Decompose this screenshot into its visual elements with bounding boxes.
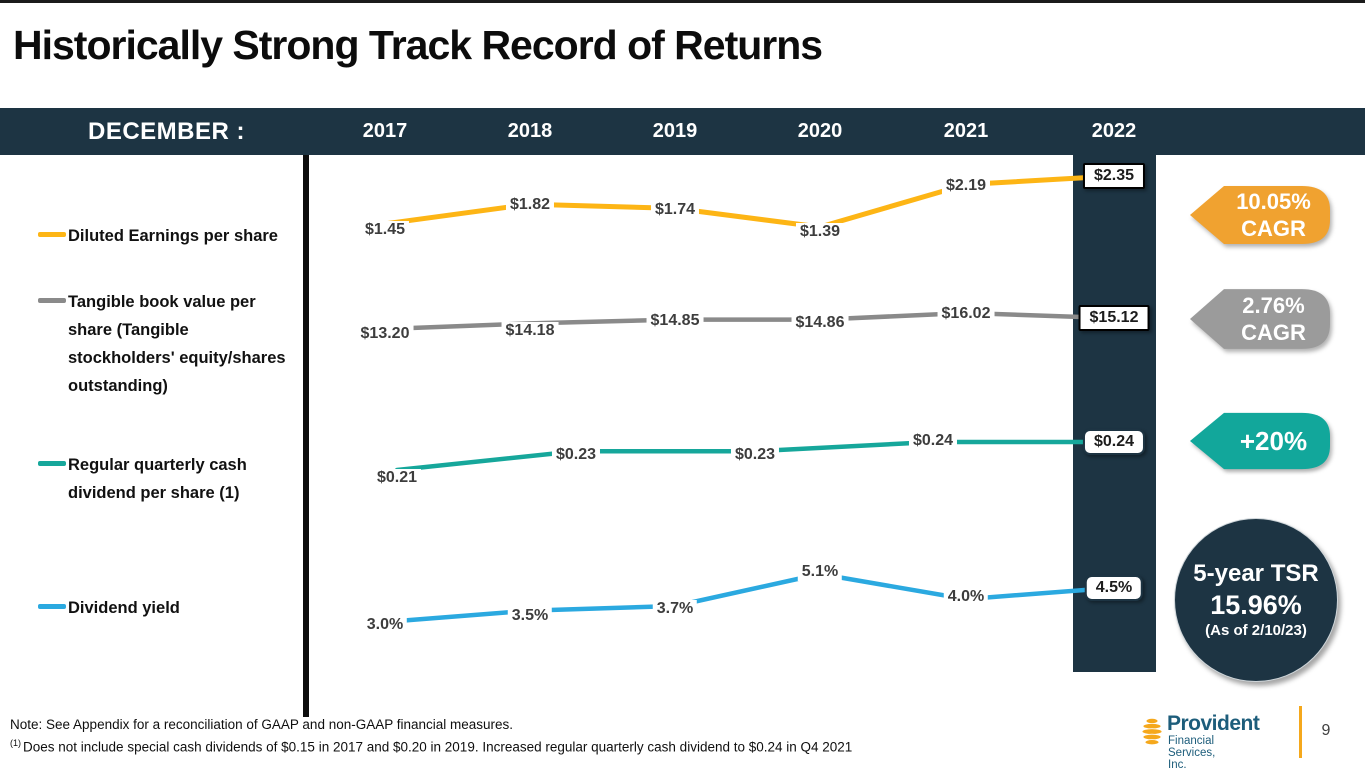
badge-label: 2.76% CAGR: [1241, 293, 1306, 345]
legend-dash-icon: [38, 461, 66, 466]
legend-item-1: Tangible book value per share (Tangible st…: [38, 288, 286, 400]
data-label: $14.86: [791, 313, 849, 332]
data-label-boxed: $0.24: [1082, 429, 1146, 455]
legend-item-0: Diluted Earnings per share: [38, 222, 278, 250]
data-label: 3.7%: [652, 600, 698, 618]
top-border-rule: [0, 0, 1365, 3]
tsr-asof-date: (As of 2/10/23): [1205, 622, 1307, 639]
series-line-1: [382, 310, 1117, 332]
year-label-2020: 2020: [797, 120, 843, 142]
data-label: 5.1%: [797, 563, 843, 581]
legend-item-3: Dividend yield: [38, 594, 180, 622]
data-label: $16.02: [937, 305, 995, 323]
badge-arrow-icon: [1190, 412, 1330, 470]
chart-axis-line: [303, 155, 309, 717]
data-label: $0.23: [551, 446, 601, 465]
logo-company-name: Provident: [1167, 712, 1260, 735]
data-label-boxed: 4.5%: [1084, 574, 1144, 601]
data-label: $0.23: [730, 446, 780, 465]
chart-header-bar: DECEMBER : 2017 2018 2019 2020 2021 2022: [0, 108, 1365, 155]
year-label-2018: 2018: [507, 120, 553, 142]
data-label: $14.18: [501, 322, 559, 341]
year-label-2017: 2017: [362, 120, 408, 142]
year-label-2019: 2019: [652, 120, 698, 142]
badge-arrow-icon: [1190, 186, 1330, 244]
legend-label: Diluted Earnings per share: [68, 227, 278, 245]
legend-label: Dividend yield: [68, 599, 180, 617]
data-label: 3.5%: [507, 606, 553, 625]
legend-item-2: Regular quarterly cash dividend per share…: [38, 451, 247, 507]
badge-label: 10.05% CAGR: [1236, 189, 1311, 241]
tsr-circle-badge: 5-year TSR 15.96% (As of 2/10/23): [1174, 518, 1338, 682]
data-label: $0.21: [372, 469, 422, 487]
legend-dash-icon: [38, 232, 66, 237]
series-line-3: [382, 571, 1117, 625]
data-label: $1.82: [505, 196, 555, 215]
footnote-dividends-text: Does not include special cash dividends …: [23, 739, 853, 755]
badge-arrow-icon: [1190, 289, 1330, 349]
footnote-gaap: Note: See Appendix for a reconciliation …: [10, 717, 514, 732]
data-label: 3.0%: [362, 616, 408, 634]
data-label-boxed: $15.12: [1078, 305, 1150, 332]
legend-label: Regular quarterly cash dividend per share…: [68, 456, 247, 502]
legend-dash-icon: [38, 604, 66, 609]
data-label: $0.24: [908, 432, 958, 450]
data-label: $14.85: [646, 311, 704, 330]
series-line-0: [382, 173, 1117, 230]
footnote-superscript: (1): [10, 738, 21, 748]
logo-divider: [1299, 706, 1302, 758]
december-label: DECEMBER :: [88, 118, 246, 145]
data-label: $1.45: [360, 220, 410, 239]
tsr-title: 5-year TSR: [1193, 560, 1319, 587]
badge-label: +20%: [1239, 425, 1308, 456]
data-label: 4.0%: [943, 588, 989, 607]
data-label-boxed: $2.35: [1082, 163, 1146, 189]
beehive-icon: [1141, 718, 1163, 746]
growth-badge-0: 10.05% CAGR: [1188, 183, 1333, 247]
footnote-dividends: (1) Does not include special cash dividen…: [10, 738, 852, 755]
data-label: $13.20: [356, 325, 414, 343]
growth-badge-1: 2.76% CAGR: [1188, 286, 1333, 352]
year-label-2021: 2021: [943, 120, 989, 142]
page-number: 9: [1321, 722, 1331, 739]
tsr-value: 15.96%: [1210, 590, 1302, 620]
page-title: Historically Strong Track Record of Retu…: [13, 22, 823, 68]
data-label: $2.19: [941, 176, 991, 195]
growth-badge-2: +20%: [1188, 410, 1333, 472]
legend-label: Tangible book value per share (Tangible st…: [68, 293, 286, 395]
data-label: $1.74: [650, 201, 700, 220]
logo-company-subtitle: Financial Services, Inc.: [1168, 735, 1216, 768]
year-label-2022: 2022: [1091, 120, 1137, 142]
legend-dash-icon: [38, 298, 66, 303]
data-label: $1.39: [795, 223, 845, 241]
